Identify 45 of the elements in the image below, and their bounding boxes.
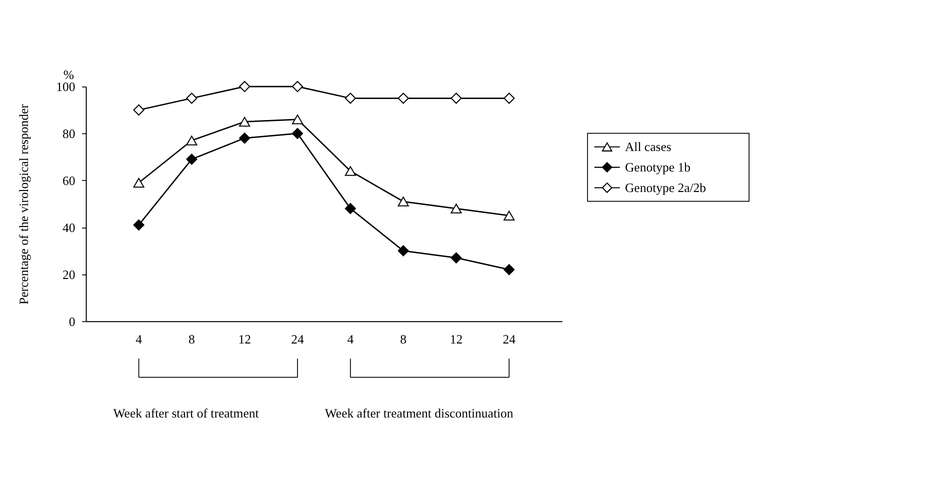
point: [450, 92, 462, 104]
text: Week after start of treatment: [113, 406, 260, 420]
point: [133, 219, 144, 231]
x-tick-label: 4: [136, 332, 143, 347]
point: [292, 80, 304, 92]
point: [133, 178, 144, 188]
y-tick-label: 60: [62, 174, 76, 188]
point: [239, 116, 250, 127]
x-tick-label: 8: [188, 332, 195, 347]
y-tick-label: 80: [62, 127, 76, 142]
point: [504, 264, 515, 276]
point: [398, 196, 409, 206]
legend-label: Genotype 2a/2b: [624, 180, 706, 195]
point: [450, 252, 462, 264]
legend-label: All cases: [624, 140, 672, 154]
x-tick-label: 8: [400, 332, 406, 347]
point: [344, 166, 356, 176]
point: [504, 92, 515, 104]
point: [239, 132, 250, 144]
point: [239, 80, 250, 92]
point: [504, 210, 515, 220]
point: [292, 128, 304, 140]
point: [398, 245, 409, 256]
y-tick-label: 40: [62, 221, 76, 236]
x-tick-label: 12: [238, 332, 251, 347]
point: [186, 154, 198, 165]
point: [344, 92, 356, 104]
point: [398, 92, 409, 104]
point: [186, 92, 198, 104]
point: [186, 136, 198, 146]
x-tick-label: 24: [291, 332, 304, 347]
text: %: [63, 68, 74, 82]
point: [450, 204, 462, 214]
text: Week after treatment discontinuation: [324, 406, 514, 420]
point: [292, 114, 304, 124]
y-tick-label: 0: [68, 314, 76, 329]
y-axis-title: Percentage of the virological responder: [17, 103, 32, 304]
point: [344, 203, 356, 214]
legend-label: Genotype 1b: [624, 160, 690, 175]
y-tick-label: 100: [56, 80, 76, 94]
y-tick-label: 20: [62, 268, 76, 282]
point: [133, 104, 144, 116]
x-tick-label: 24: [502, 332, 516, 347]
x-tick-label: 12: [450, 332, 463, 347]
x-tick-label: 4: [347, 332, 354, 347]
